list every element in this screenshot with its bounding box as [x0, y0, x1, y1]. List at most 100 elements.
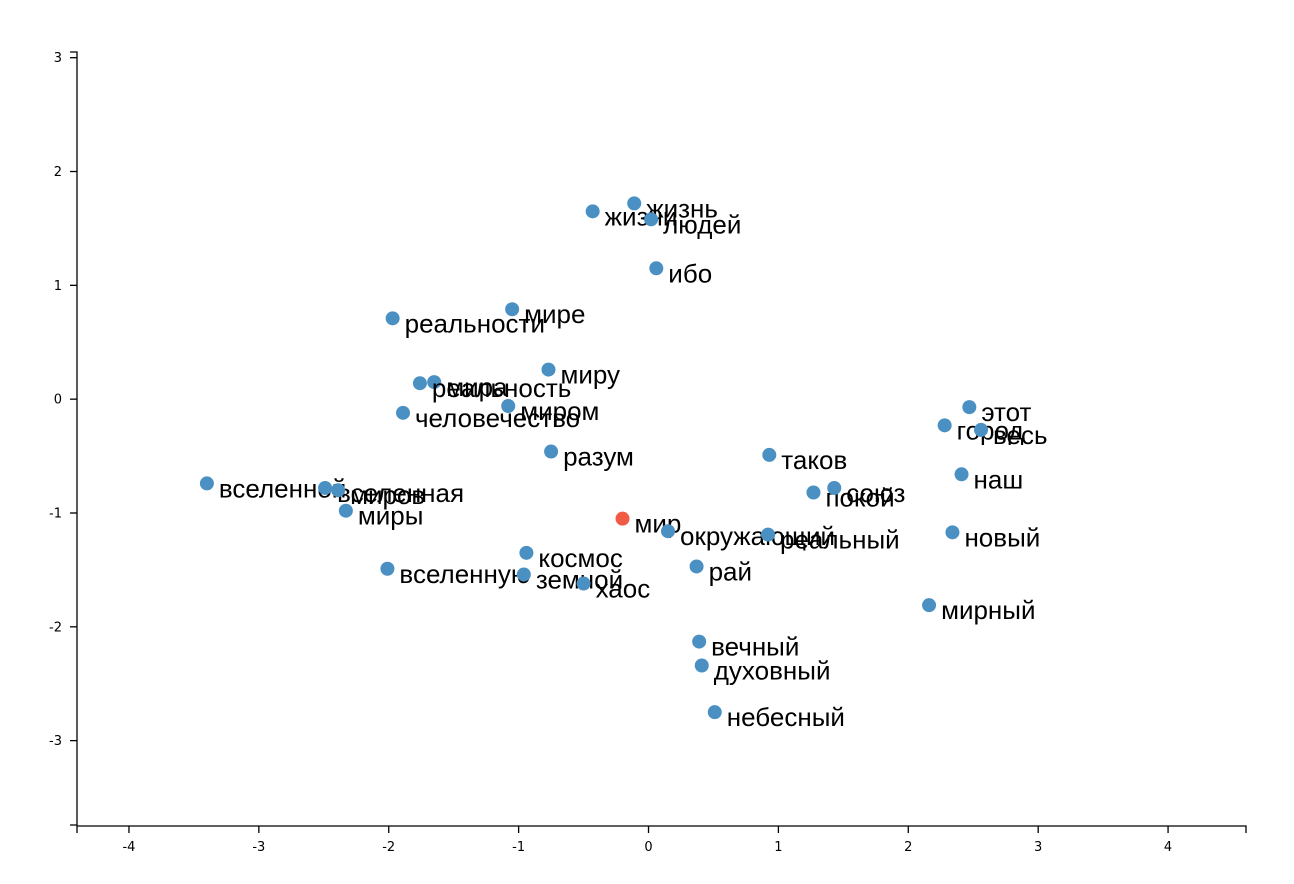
- point-marker: [544, 444, 559, 459]
- point-marker: [318, 480, 333, 495]
- data-point: мирный: [922, 595, 1036, 625]
- point-label: жизни: [605, 201, 678, 231]
- point-marker: [707, 705, 722, 720]
- data-point: этот: [962, 397, 1032, 427]
- data-point: город: [937, 415, 1024, 445]
- x-tick-label: 2: [904, 840, 912, 855]
- data-point: новый: [945, 522, 1040, 552]
- point-label: миром: [520, 396, 599, 426]
- data-point: таков: [762, 445, 847, 475]
- point-label: разум: [563, 442, 634, 472]
- point-marker: [501, 398, 516, 413]
- point-marker: [827, 480, 842, 495]
- x-tick-label: -2: [382, 840, 395, 855]
- data-point: вечный: [692, 632, 799, 662]
- point-marker: [585, 204, 600, 219]
- point-label: миров: [350, 480, 425, 510]
- point-label: мир: [635, 509, 682, 539]
- point-marker: [505, 302, 520, 317]
- point-label: мирный: [941, 595, 1035, 625]
- data-point: наш: [954, 464, 1024, 494]
- point-label: реальности: [405, 308, 545, 338]
- point-marker: [945, 525, 960, 540]
- data-point: рай: [689, 556, 752, 586]
- point-marker: [338, 503, 353, 518]
- point-marker: [516, 567, 531, 582]
- y-tick-label: 2: [54, 165, 62, 180]
- point-label: человечество: [415, 403, 580, 433]
- point-label: вечный: [711, 632, 799, 662]
- data-point: людей: [644, 209, 741, 239]
- y-tick-label: 1: [54, 279, 62, 294]
- point-label: вселенную: [399, 559, 530, 589]
- data-point: хаос: [576, 574, 650, 604]
- point-label: таков: [781, 445, 847, 475]
- data-point: реальности: [385, 308, 545, 338]
- axes: 3 2 1 0 -1 -2 -3 -4 -3 -2 -1 0 1 2 3 4: [49, 51, 1247, 855]
- data-point: миров: [331, 480, 425, 510]
- point-marker: [519, 545, 534, 560]
- point-marker: [762, 447, 777, 462]
- point-marker: [576, 576, 591, 591]
- y-tick-label: -3: [49, 734, 62, 749]
- data-point: мире: [505, 299, 585, 329]
- data-point: миром: [501, 396, 599, 426]
- data-point: миры: [338, 501, 424, 531]
- point-marker: [644, 212, 659, 227]
- point-label: город: [957, 415, 1024, 445]
- x-tick-label: -4: [122, 840, 135, 855]
- point-marker: [806, 485, 821, 500]
- data-point: ибо: [649, 258, 712, 288]
- x-tick-label: -3: [252, 840, 265, 855]
- data-point: духовный: [694, 656, 831, 686]
- point-label: рай: [709, 556, 752, 586]
- point-label: наш: [974, 464, 1024, 494]
- point-marker: [331, 483, 346, 498]
- data-point: космос: [519, 543, 623, 573]
- x-axis-line: [76, 825, 1247, 833]
- data-point: мира: [427, 372, 508, 402]
- data-point: реальный: [761, 525, 900, 555]
- data-point: жизни: [585, 201, 678, 231]
- point-label: новый: [964, 522, 1040, 552]
- x-ticks: -4 -3 -2 -1 0 1 2 3 4: [122, 826, 1172, 855]
- point-label: мире: [524, 299, 585, 329]
- data-point: человечество: [396, 403, 580, 433]
- data-point: разум: [544, 442, 634, 472]
- data-point: вселенную: [380, 559, 530, 589]
- point-label: мира: [446, 372, 508, 402]
- point-marker: [689, 559, 704, 574]
- point-label: весь: [993, 420, 1048, 450]
- data-point: покой: [806, 482, 895, 512]
- x-tick-label: 1: [774, 840, 782, 855]
- point-marker: [649, 261, 664, 276]
- data-point: вселенная: [318, 478, 464, 508]
- point-label: миры: [358, 501, 424, 531]
- point-label: космос: [538, 543, 622, 573]
- data-point: жизнь: [627, 193, 718, 223]
- point-marker: [660, 524, 675, 539]
- point-label: духовный: [714, 656, 831, 686]
- x-tick-label: 3: [1034, 840, 1042, 855]
- point-marker: [922, 598, 937, 613]
- point-marker: [541, 362, 556, 377]
- point-label: реальный: [780, 525, 900, 555]
- point-marker: [694, 658, 709, 673]
- point-marker: [396, 405, 411, 420]
- data-point: миру: [541, 360, 620, 390]
- y-axis-line: [70, 51, 78, 826]
- point-marker: [974, 422, 989, 437]
- point-marker: [627, 196, 642, 211]
- highlighted-point-marker: [615, 511, 630, 526]
- x-tick-label: 0: [644, 840, 652, 855]
- point-label: ибо: [668, 258, 712, 288]
- point-marker: [412, 376, 427, 391]
- x-tick-label: -1: [512, 840, 525, 855]
- point-marker: [692, 634, 707, 649]
- point-label: окружающий: [680, 521, 835, 551]
- data-point: окружающий: [660, 521, 835, 551]
- y-tick-label: 0: [54, 393, 62, 408]
- point-marker: [954, 467, 969, 482]
